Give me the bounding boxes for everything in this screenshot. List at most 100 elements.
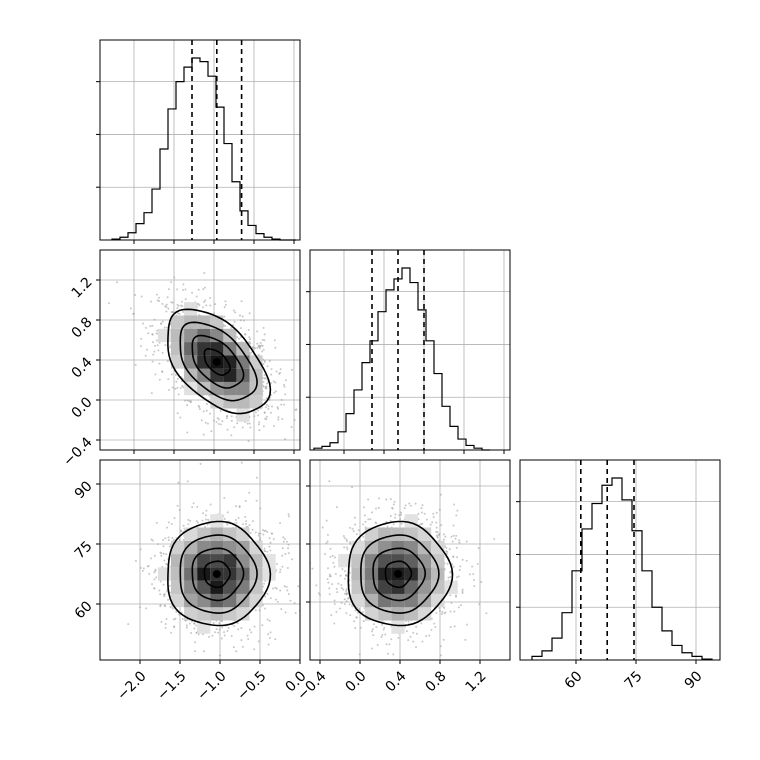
- histogram-bar: [272, 239, 280, 240]
- scatter-point: [259, 536, 262, 539]
- scatter-point: [147, 332, 150, 335]
- scatter-point: [151, 324, 154, 327]
- scatter-point: [338, 607, 341, 610]
- scatter-point: [155, 339, 158, 342]
- scatter-point: [336, 591, 339, 594]
- scatter-point: [268, 637, 271, 640]
- scatter-point: [159, 604, 162, 607]
- density-cell: [378, 527, 392, 541]
- scatter-point: [238, 337, 241, 340]
- scatter-point: [220, 637, 223, 640]
- scatter-point: [290, 368, 293, 371]
- scatter-point: [389, 515, 392, 518]
- axes-frame: [309, 459, 511, 661]
- density-cell: [338, 554, 352, 568]
- scatter-point: [420, 511, 423, 514]
- scatter-point: [400, 522, 403, 525]
- scatter-point: [169, 346, 172, 349]
- scatter-point: [355, 616, 358, 619]
- density-cell: [236, 554, 250, 568]
- density-cell: [404, 593, 418, 608]
- density-cell: [364, 567, 379, 581]
- scatter-point: [259, 532, 262, 535]
- scatter-point: [445, 546, 448, 549]
- scatter-point: [181, 384, 184, 387]
- scatter-point: [328, 575, 331, 578]
- scatter-point: [251, 520, 254, 523]
- density-cell: [210, 540, 224, 555]
- scatter-point: [254, 531, 257, 534]
- scatter-point: [267, 405, 270, 408]
- scatter-point: [380, 636, 383, 639]
- density-cell: [223, 593, 237, 608]
- scatter-point: [225, 415, 228, 418]
- scatter-point: [412, 631, 415, 634]
- scatter-point: [202, 433, 205, 436]
- density-peak: [212, 358, 221, 366]
- scatter-point: [248, 491, 251, 494]
- histogram-bar: [702, 659, 712, 660]
- density-cell: [184, 342, 198, 356]
- scatter-point: [293, 602, 296, 605]
- scatter-point: [240, 639, 243, 642]
- scatter-point: [153, 554, 156, 557]
- scatter-point: [153, 578, 156, 581]
- scatter-point: [198, 408, 201, 411]
- histogram-bar: [136, 224, 144, 240]
- scatter-point: [465, 559, 468, 562]
- density-cell: [184, 540, 198, 555]
- scatter-point: [344, 592, 347, 595]
- scatter-point: [176, 307, 179, 310]
- density-cell: [197, 527, 211, 541]
- scatter-point: [201, 306, 204, 309]
- scatter-point: [263, 333, 266, 336]
- density-cell: [171, 342, 185, 356]
- scatter-point: [237, 516, 240, 519]
- scatter-point: [258, 538, 261, 541]
- scatter-point: [161, 302, 164, 305]
- scatter-point: [364, 520, 367, 523]
- scatter-point: [214, 303, 217, 306]
- density-cell: [223, 368, 237, 382]
- scatter-point: [371, 511, 374, 514]
- scatter-point: [155, 576, 158, 579]
- scatter-point: [270, 368, 273, 371]
- scatter-point: [333, 603, 336, 606]
- density-cell: [223, 527, 237, 541]
- scatter-point: [162, 583, 165, 586]
- scatter-point: [279, 522, 282, 525]
- scatter-point: [347, 597, 350, 600]
- scatter-point: [196, 521, 199, 524]
- scatter-point: [261, 350, 264, 353]
- scatter-point: [351, 486, 354, 489]
- scatter-point: [232, 324, 235, 327]
- scatter-point: [363, 514, 366, 517]
- histogram-bar: [248, 225, 256, 240]
- scatter-point: [478, 603, 481, 606]
- density-cell: [351, 593, 365, 608]
- histogram-bar: [160, 149, 168, 240]
- scatter-point: [162, 552, 165, 555]
- scatter-point: [234, 519, 237, 522]
- scatter-point: [335, 506, 338, 509]
- scatter-point: [455, 556, 458, 559]
- axes-frame: [519, 459, 721, 661]
- histogram-step-line: [313, 267, 490, 451]
- scatter-point: [461, 588, 464, 591]
- density-cell: [431, 593, 445, 608]
- scatter-point: [158, 300, 161, 303]
- scatter-point: [261, 624, 264, 627]
- scatter-point: [369, 518, 372, 521]
- scatter-point: [168, 388, 171, 391]
- scatter-point: [241, 645, 244, 648]
- scatter-point: [277, 418, 280, 421]
- scatter-point: [206, 523, 209, 526]
- contour-line: [203, 560, 231, 589]
- density-cell: [249, 593, 263, 608]
- scatter-point: [440, 524, 443, 527]
- scatter-point: [284, 553, 287, 556]
- scatter-point: [216, 417, 219, 420]
- scatter-point: [276, 407, 279, 410]
- scatter-point: [170, 310, 173, 313]
- scatter-point: [210, 430, 213, 433]
